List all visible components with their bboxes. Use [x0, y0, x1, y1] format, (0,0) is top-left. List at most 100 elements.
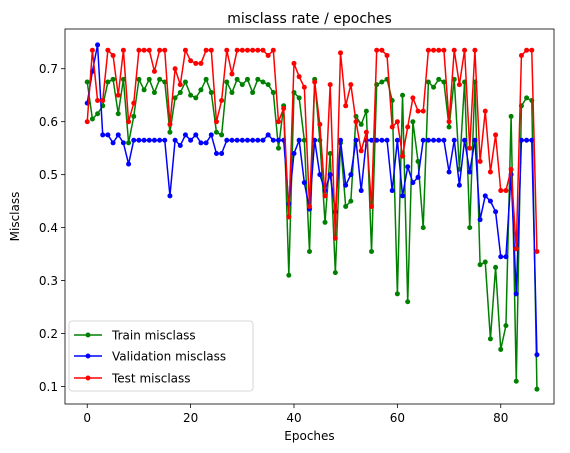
test-data-point [244, 47, 250, 53]
train-data-point [487, 336, 493, 342]
validation-data-point [462, 137, 468, 143]
validation-data-point [410, 180, 416, 186]
train-data-point [105, 79, 111, 85]
test-data-point [172, 66, 178, 72]
legend-marker-train [85, 332, 91, 338]
train-data-point [415, 158, 421, 164]
test-data-point [136, 47, 142, 53]
test-data-point [250, 47, 256, 53]
test-data-point [389, 124, 395, 130]
train-data-point [188, 92, 194, 98]
validation-data-point [146, 137, 152, 143]
validation-data-point [425, 137, 431, 143]
x-tick-label: 60 [390, 411, 405, 425]
validation-data-point [384, 137, 390, 143]
validation-data-point [529, 137, 535, 143]
validation-data-point [503, 254, 509, 260]
test-data-point [100, 98, 106, 103]
test-data-point [441, 47, 447, 53]
train-data-point [151, 90, 157, 96]
test-data-point [451, 47, 457, 53]
validation-data-point [110, 140, 116, 146]
train-data-point [436, 76, 442, 82]
train-data-point [239, 82, 245, 88]
test-data-point [120, 47, 126, 53]
test-data-point [394, 119, 400, 125]
train-data-point [172, 95, 178, 101]
validation-data-point [131, 137, 137, 143]
validation-data-point [141, 137, 147, 143]
test-data-point [260, 47, 266, 53]
train-data-point [369, 248, 375, 254]
train-data-point [307, 248, 312, 254]
validation-data-point [472, 137, 478, 143]
train-data-point [157, 76, 163, 82]
test-data-point [503, 188, 509, 194]
train-data-point [405, 299, 411, 305]
train-data-point [503, 323, 509, 329]
legend-marker-test [85, 375, 91, 381]
train-data-point [250, 90, 256, 96]
validation-data-point [456, 182, 462, 188]
test-data-point [229, 71, 235, 77]
validation-data-point [518, 137, 524, 143]
validation-data-point [327, 172, 333, 178]
train-data-point [198, 87, 204, 93]
test-data-point [425, 47, 431, 53]
test-data-point [327, 82, 333, 88]
validation-data-point [317, 172, 323, 178]
test-data-point [420, 108, 426, 114]
train-data-point [203, 76, 209, 82]
train-data-point [208, 90, 214, 96]
legend-label-train: Train misclass [111, 329, 196, 343]
test-data-point [462, 47, 468, 53]
y-tick-label: 0.1 [39, 380, 58, 394]
train-data-point [327, 150, 333, 156]
validation-data-point [394, 137, 400, 143]
train-data-point [110, 76, 116, 82]
test-data-point [358, 148, 364, 154]
validation-data-point [420, 137, 426, 143]
test-data-point [513, 246, 519, 252]
validation-data-point [182, 132, 188, 138]
test-data-point [188, 58, 194, 64]
train-data-point [493, 264, 499, 270]
y-axis-label: Misclass [8, 192, 22, 242]
test-data-point [415, 108, 421, 114]
test-data-point [343, 103, 349, 109]
train-data-point [431, 84, 437, 90]
train-data-point [162, 79, 168, 85]
validation-data-point [348, 172, 354, 178]
test-data-point [84, 119, 90, 125]
test-data-point [126, 119, 132, 125]
train-data-point [213, 129, 219, 135]
validation-data-point [415, 174, 421, 180]
validation-data-point [400, 193, 406, 199]
validation-data-point [534, 352, 540, 358]
legend-label-validation: Validation misclass [112, 350, 226, 364]
test-data-point [213, 119, 219, 125]
train-data-point [136, 76, 142, 82]
test-data-point [281, 105, 287, 111]
validation-data-point [513, 291, 519, 297]
validation-data-point [296, 137, 302, 143]
test-data-point [208, 47, 214, 53]
test-data-point [193, 60, 199, 66]
validation-data-point [436, 137, 442, 143]
test-data-point [286, 214, 292, 220]
validation-data-point [136, 137, 142, 143]
train-data-point [265, 82, 271, 88]
train-data-point [260, 79, 266, 85]
validation-data-point [353, 137, 359, 143]
test-data-point [472, 47, 478, 53]
validation-series-line [86, 44, 538, 355]
test-data-point [198, 60, 204, 66]
train-data-point [193, 95, 199, 101]
train-data-point [482, 259, 488, 265]
validation-data-point [498, 254, 504, 260]
test-data-point [141, 47, 147, 53]
y-tick-label: 0.6 [39, 115, 58, 129]
validation-data-point [369, 137, 375, 143]
validation-data-point [167, 193, 173, 199]
validation-data-point [477, 217, 483, 223]
